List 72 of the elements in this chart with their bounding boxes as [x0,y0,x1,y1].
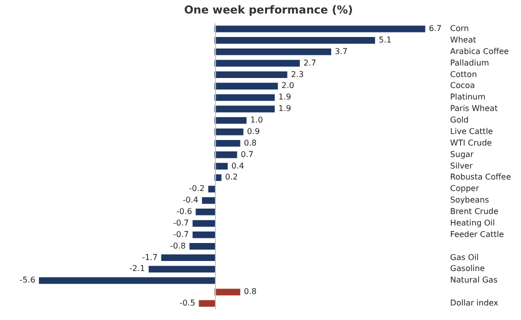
data-label: 2.7 [303,58,316,68]
data-label: 6.7 [428,24,442,33]
y-tick-label: Wheat [450,35,476,44]
data-label: -0.2 [188,184,205,194]
bar [214,94,275,101]
bar [214,106,275,112]
bar [214,26,426,32]
bar [214,140,240,147]
y-tick-label: Heating Oil [450,218,495,228]
bar [214,117,247,124]
y-tick-label: Arabica Coffee [450,46,509,56]
bar [208,186,216,192]
bar [148,266,216,272]
y-tick-label: Paris Wheat [450,104,498,114]
bar [214,37,376,44]
data-label: 5.1 [378,35,392,44]
bar [214,82,278,90]
data-label: 0.9 [247,126,260,136]
bar [214,151,238,158]
y-tick-label: Soybeans [450,196,490,205]
y-tick-label: Gold [450,116,469,125]
y-tick-label: Corn [450,24,469,33]
y-tick-label: Live Cattle [450,126,494,136]
y-tick-label: Gas Oil [450,252,479,262]
y-tick-label: Natural Gas [450,276,498,285]
y-tick-label: Feeder Cattle [450,230,504,239]
data-label: -0.7 [173,230,189,239]
bar [214,288,240,296]
data-label: 1.0 [250,116,263,125]
data-label: 1.9 [278,92,292,102]
data-label: -0.4 [182,196,198,205]
y-tick-label: Cotton [450,70,477,79]
y-tick-label: Dollar index [450,298,499,308]
data-label: 2.0 [282,81,294,90]
y-tick-label: Cocoa [450,81,475,90]
y-tick-label: Silver [450,161,474,170]
data-label: 0.2 [225,172,238,182]
data-label: 0.8 [244,287,257,296]
data-label: 0.7 [240,150,254,159]
bar [214,128,244,136]
bar [214,48,332,56]
bar [189,242,216,250]
y-tick-label: Brent Crude [450,207,498,216]
data-label: -0.5 [180,298,196,308]
data-label: 0.4 [231,161,244,170]
bar [202,197,216,204]
data-label: 1.9 [278,104,292,114]
data-label: -0.6 [176,207,192,216]
y-tick-label: Robusta Coffee [450,172,512,182]
data-label: -1.7 [142,252,158,262]
data-label: -2.1 [129,264,146,274]
data-label: 2.3 [290,70,304,79]
data-label: -0.8 [170,241,186,250]
bar [196,208,216,216]
bar [198,300,216,307]
y-tick-label: Platinum [450,92,486,102]
data-label: -5.6 [20,276,36,285]
y-tick-label: WTI Crude [450,138,492,148]
bar [192,220,216,227]
bar [161,254,216,262]
data-label: -0.7 [173,218,189,228]
y-tick-label: Copper [450,184,480,194]
bar [214,71,288,78]
data-label: 0.8 [244,138,257,148]
data-label: 3.7 [334,46,348,56]
y-tick-label: Sugar [450,150,474,159]
y-tick-label: Gasoline [450,264,485,274]
y-tick-label: Palladium [450,58,490,68]
bar [214,60,300,67]
bar [192,232,216,238]
chart-title: One week performance (%) [184,3,353,16]
bar [38,277,216,284]
